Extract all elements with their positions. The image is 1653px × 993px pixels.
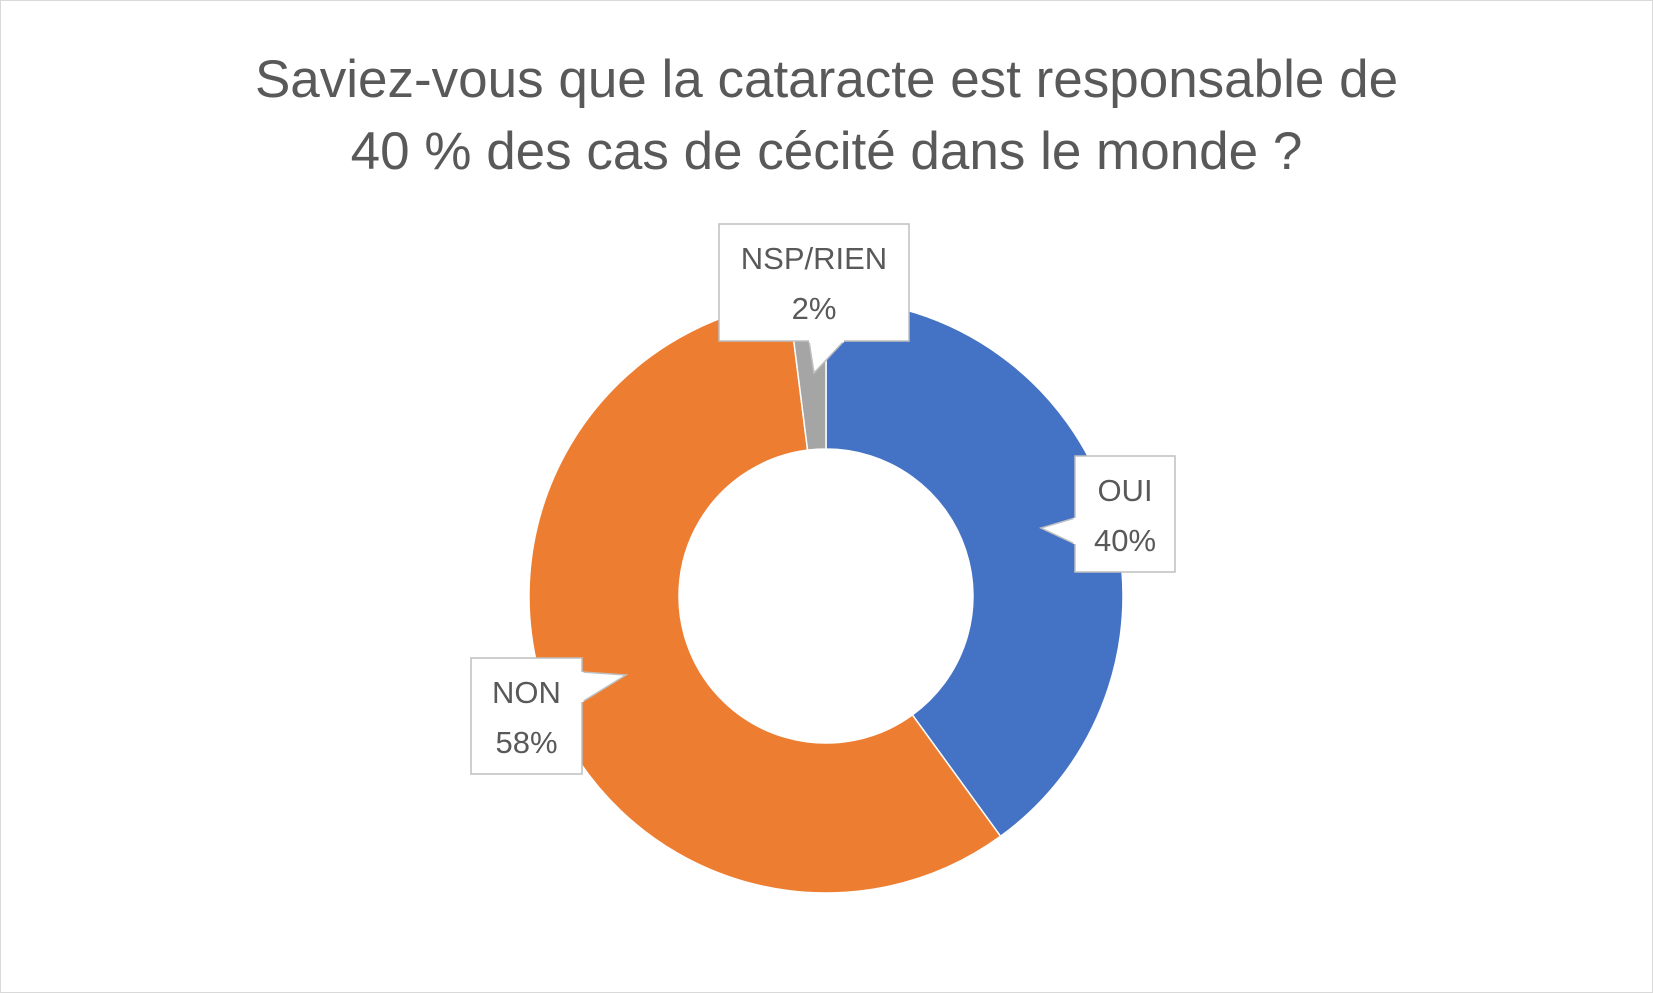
- callout-box: [470, 657, 583, 775]
- slice-oui: [825, 298, 1124, 838]
- callouts-group: OUI 40% NON 58% NSP/RIEN 2%: [470, 223, 1176, 775]
- data-label-percent: 40%: [1094, 523, 1156, 558]
- data-label-percent: 58%: [495, 725, 557, 760]
- chart-title-line-2: 40 % des cas de cécité dans le monde ?: [350, 122, 1303, 181]
- data-label-percent: 2%: [792, 291, 837, 326]
- data-label-category: NON: [492, 675, 561, 710]
- callout-oui: OUI 40%: [1038, 455, 1176, 573]
- data-label-category: OUI: [1097, 473, 1152, 508]
- callout-nsp-rien: NSP/RIEN 2%: [718, 223, 910, 375]
- chart-title-line-1: Saviez-vous que la cataracte est respons…: [254, 50, 1399, 109]
- data-label-category: NSP/RIEN: [741, 241, 887, 276]
- slice-non: [528, 300, 1002, 894]
- slices-group: [528, 298, 1124, 894]
- chart-title: Saviez-vous que la cataracte est respons…: [0, 44, 1653, 188]
- callout-box: [1074, 455, 1176, 573]
- callout-non: NON 58%: [470, 657, 629, 775]
